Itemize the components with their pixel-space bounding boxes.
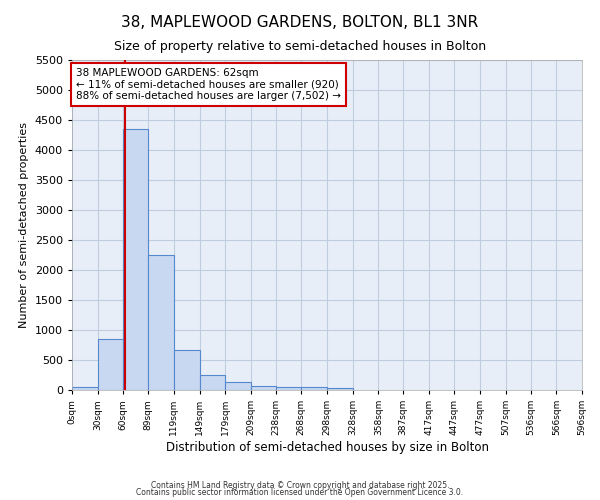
Bar	[174, 350, 199, 390]
Y-axis label: Number of semi-detached properties: Number of semi-detached properties	[19, 122, 29, 328]
Bar	[301, 386, 327, 390]
Bar	[98, 339, 124, 390]
Text: Contains HM Land Registry data © Crown copyright and database right 2025.: Contains HM Land Registry data © Crown c…	[151, 480, 449, 490]
Bar	[148, 255, 174, 390]
Text: 38, MAPLEWOOD GARDENS, BOLTON, BL1 3NR: 38, MAPLEWOOD GARDENS, BOLTON, BL1 3NR	[121, 15, 479, 30]
Bar	[251, 386, 275, 390]
Bar	[275, 386, 301, 390]
Text: Contains public sector information licensed under the Open Government Licence 3.: Contains public sector information licen…	[136, 488, 464, 497]
Bar	[72, 387, 98, 390]
Text: 38 MAPLEWOOD GARDENS: 62sqm
← 11% of semi-detached houses are smaller (920)
88% : 38 MAPLEWOOD GARDENS: 62sqm ← 11% of sem…	[76, 68, 341, 101]
Bar	[225, 382, 251, 390]
Bar	[199, 375, 225, 390]
Text: Size of property relative to semi-detached houses in Bolton: Size of property relative to semi-detach…	[114, 40, 486, 53]
Bar	[327, 388, 353, 390]
Bar	[124, 129, 148, 390]
X-axis label: Distribution of semi-detached houses by size in Bolton: Distribution of semi-detached houses by …	[166, 441, 488, 454]
